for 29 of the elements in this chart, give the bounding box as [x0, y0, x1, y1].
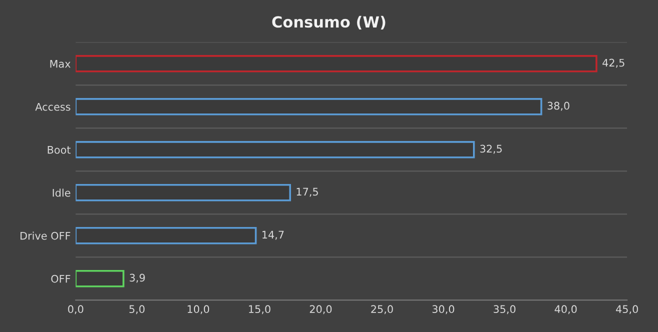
bar [76, 55, 598, 72]
y-tick-label: Idle [52, 188, 70, 197]
data-label: 3,9 [130, 274, 145, 283]
x-tick-label: 0,0 [68, 305, 84, 314]
y-tick-label: Drive OFF [20, 232, 70, 240]
y-tick-label: Max [50, 60, 70, 68]
bar [76, 270, 124, 288]
chart-title: Consumo (W) [272, 16, 386, 30]
x-tick-label: 20,0 [310, 305, 332, 314]
x-tick-label: 30,0 [432, 305, 454, 314]
data-label: 17,5 [296, 188, 318, 197]
y-tick-label: Access [35, 103, 70, 111]
bar [76, 226, 257, 244]
x-tick-label: 45,0 [616, 305, 638, 314]
bar [76, 98, 542, 116]
data-label: 32,5 [480, 144, 502, 154]
data-label: 42,5 [602, 58, 624, 68]
bar [76, 141, 475, 158]
y-tick-label: OFF [51, 274, 70, 283]
y-tick-label: Boot [48, 146, 71, 154]
x-tick-label: 5,0 [129, 305, 145, 314]
data-label: 14,7 [262, 230, 284, 240]
x-tick-label: 15,0 [249, 305, 270, 314]
x-tick-label: 25,0 [371, 305, 393, 314]
x-tick-label: 40,0 [554, 305, 577, 314]
bar [76, 184, 292, 202]
x-tick-label: 35,0 [494, 305, 516, 314]
x-tick-label: 10,0 [188, 305, 210, 314]
data-label: 38,0 [548, 102, 570, 111]
